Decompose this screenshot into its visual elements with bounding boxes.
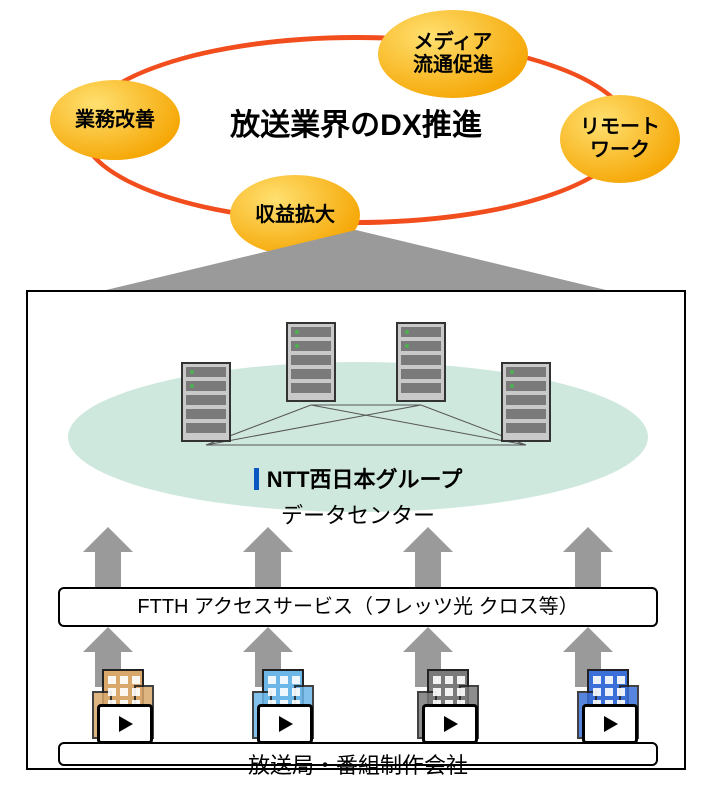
dx-bubble: リモート ワーク — [560, 95, 680, 183]
datacenter-title: NTT西日本グループ — [267, 467, 462, 492]
dx-bubble: 業務改善 — [50, 80, 180, 160]
play-badge-icon — [257, 704, 313, 744]
flow-arrow-icon — [403, 527, 453, 587]
dx-ellipse-section: 放送業界のDX推進 業務改善収益拡大メディア 流通促進リモート ワーク — [30, 10, 682, 245]
play-badge-icon — [422, 704, 478, 744]
datacenter-subtitle: データセンター — [28, 498, 688, 530]
building-icon — [223, 662, 343, 742]
flow-arrow-large — [106, 230, 606, 290]
play-badge-icon — [582, 704, 638, 744]
building-icon — [63, 662, 183, 742]
datacenter-label: NTT西日本グループ データセンター — [28, 462, 688, 530]
flow-arrow-icon — [563, 527, 613, 587]
dx-bubble: メディア 流通促進 — [378, 10, 528, 98]
broadcasters-label: 放送局・番組制作会社 — [58, 742, 658, 766]
flow-arrow-icon — [83, 527, 133, 587]
buildings-row — [28, 662, 688, 742]
upper-arrow-row — [28, 527, 688, 587]
server-rack-icon — [393, 317, 449, 412]
flow-arrow-icon — [243, 527, 293, 587]
infrastructure-box: NTT西日本グループ データセンター FTTH アクセスサービス（フレッツ光 ク… — [26, 290, 686, 770]
server-mesh-lines — [28, 307, 688, 467]
play-badge-icon — [97, 704, 153, 744]
server-rack-icon — [178, 357, 234, 452]
server-rack-icon — [283, 317, 339, 412]
building-icon — [548, 662, 668, 742]
accent-bar-icon — [254, 468, 259, 490]
server-cluster — [28, 307, 688, 447]
ftth-service-box: FTTH アクセスサービス（フレッツ光 クロス等） — [58, 587, 658, 627]
server-rack-icon — [498, 357, 554, 452]
building-icon — [388, 662, 508, 742]
